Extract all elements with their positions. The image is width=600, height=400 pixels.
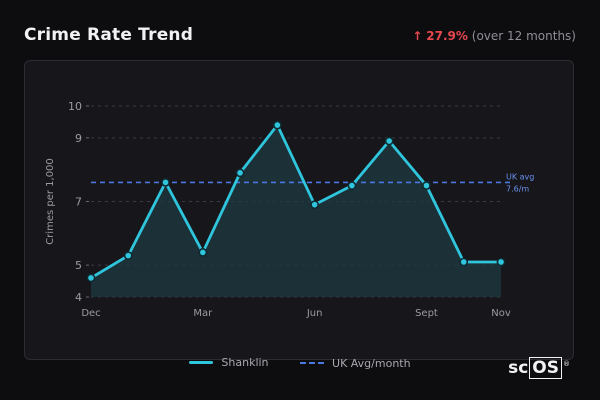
legend-swatch-line: [189, 361, 214, 364]
x-tick-label-sept: Sept: [415, 308, 438, 319]
data-point-mar[interactable]: [198, 248, 208, 257]
chart-title: Crime Rate Trend: [24, 25, 194, 45]
brand-boxed: OS: [529, 357, 562, 379]
legend-item-shanklin[interactable]: Shanklin: [189, 356, 269, 369]
data-point-sept[interactable]: [422, 181, 431, 190]
brand-prefix: sc: [508, 358, 529, 378]
reference-label-line2: 7.6/m: [506, 184, 529, 193]
x-tick-label-dec: Dec: [81, 308, 100, 319]
y-tick-label-10: 10: [68, 100, 82, 113]
change-percent: 27.9%: [426, 29, 468, 43]
y-tick-label-5: 5: [75, 259, 82, 272]
data-point-jul[interactable]: [347, 181, 357, 190]
legend-swatch-dashed: [300, 362, 325, 364]
legend-label-shanklin: Shanklin: [221, 356, 269, 369]
series-line-shanklin: [90, 123, 501, 280]
data-point-oct[interactable]: [459, 257, 469, 267]
brand-mark: ®: [563, 360, 570, 369]
data-point-nov[interactable]: [496, 257, 506, 267]
y-tick-label-7: 7: [75, 196, 82, 209]
x-axis-ticks: Dec Mar Jun Sept Nov: [81, 308, 511, 319]
data-point-dec[interactable]: [86, 273, 96, 283]
change-indicator: ↑ 27.9% (over 12 months): [412, 29, 576, 43]
legend-label-uk-avg: UK Avg/month: [332, 356, 411, 370]
y-tick-label-4: 4: [75, 291, 82, 304]
x-tick-label-nov: Nov: [491, 308, 511, 319]
data-point-jun[interactable]: [310, 200, 320, 210]
x-tick-label-mar: Mar: [193, 308, 213, 319]
change-period: (over 12 months): [471, 29, 576, 43]
data-point-aug[interactable]: [384, 136, 394, 146]
y-tick-label-9: 9: [75, 132, 82, 145]
data-point-may[interactable]: [272, 120, 282, 130]
data-point-feb[interactable]: [161, 177, 170, 187]
reference-label-line1: UK avg: [506, 172, 534, 181]
x-tick-label-jun: Jun: [306, 308, 323, 319]
y-axis-label: Crimes per 1,000: [45, 158, 56, 245]
legend: Shanklin UK Avg/month: [0, 354, 600, 370]
data-point-jan[interactable]: [123, 251, 133, 261]
legend-item-uk-avg[interactable]: UK Avg/month: [300, 357, 411, 370]
brand-logo: sc OS ®: [508, 357, 570, 379]
change-arrow: ↑: [412, 29, 423, 43]
data-point-apr[interactable]: [235, 168, 245, 178]
data-points: [86, 120, 506, 283]
area-fill: [91, 125, 501, 297]
y-axis-ticks: 4 5 7 9 10: [68, 100, 89, 304]
